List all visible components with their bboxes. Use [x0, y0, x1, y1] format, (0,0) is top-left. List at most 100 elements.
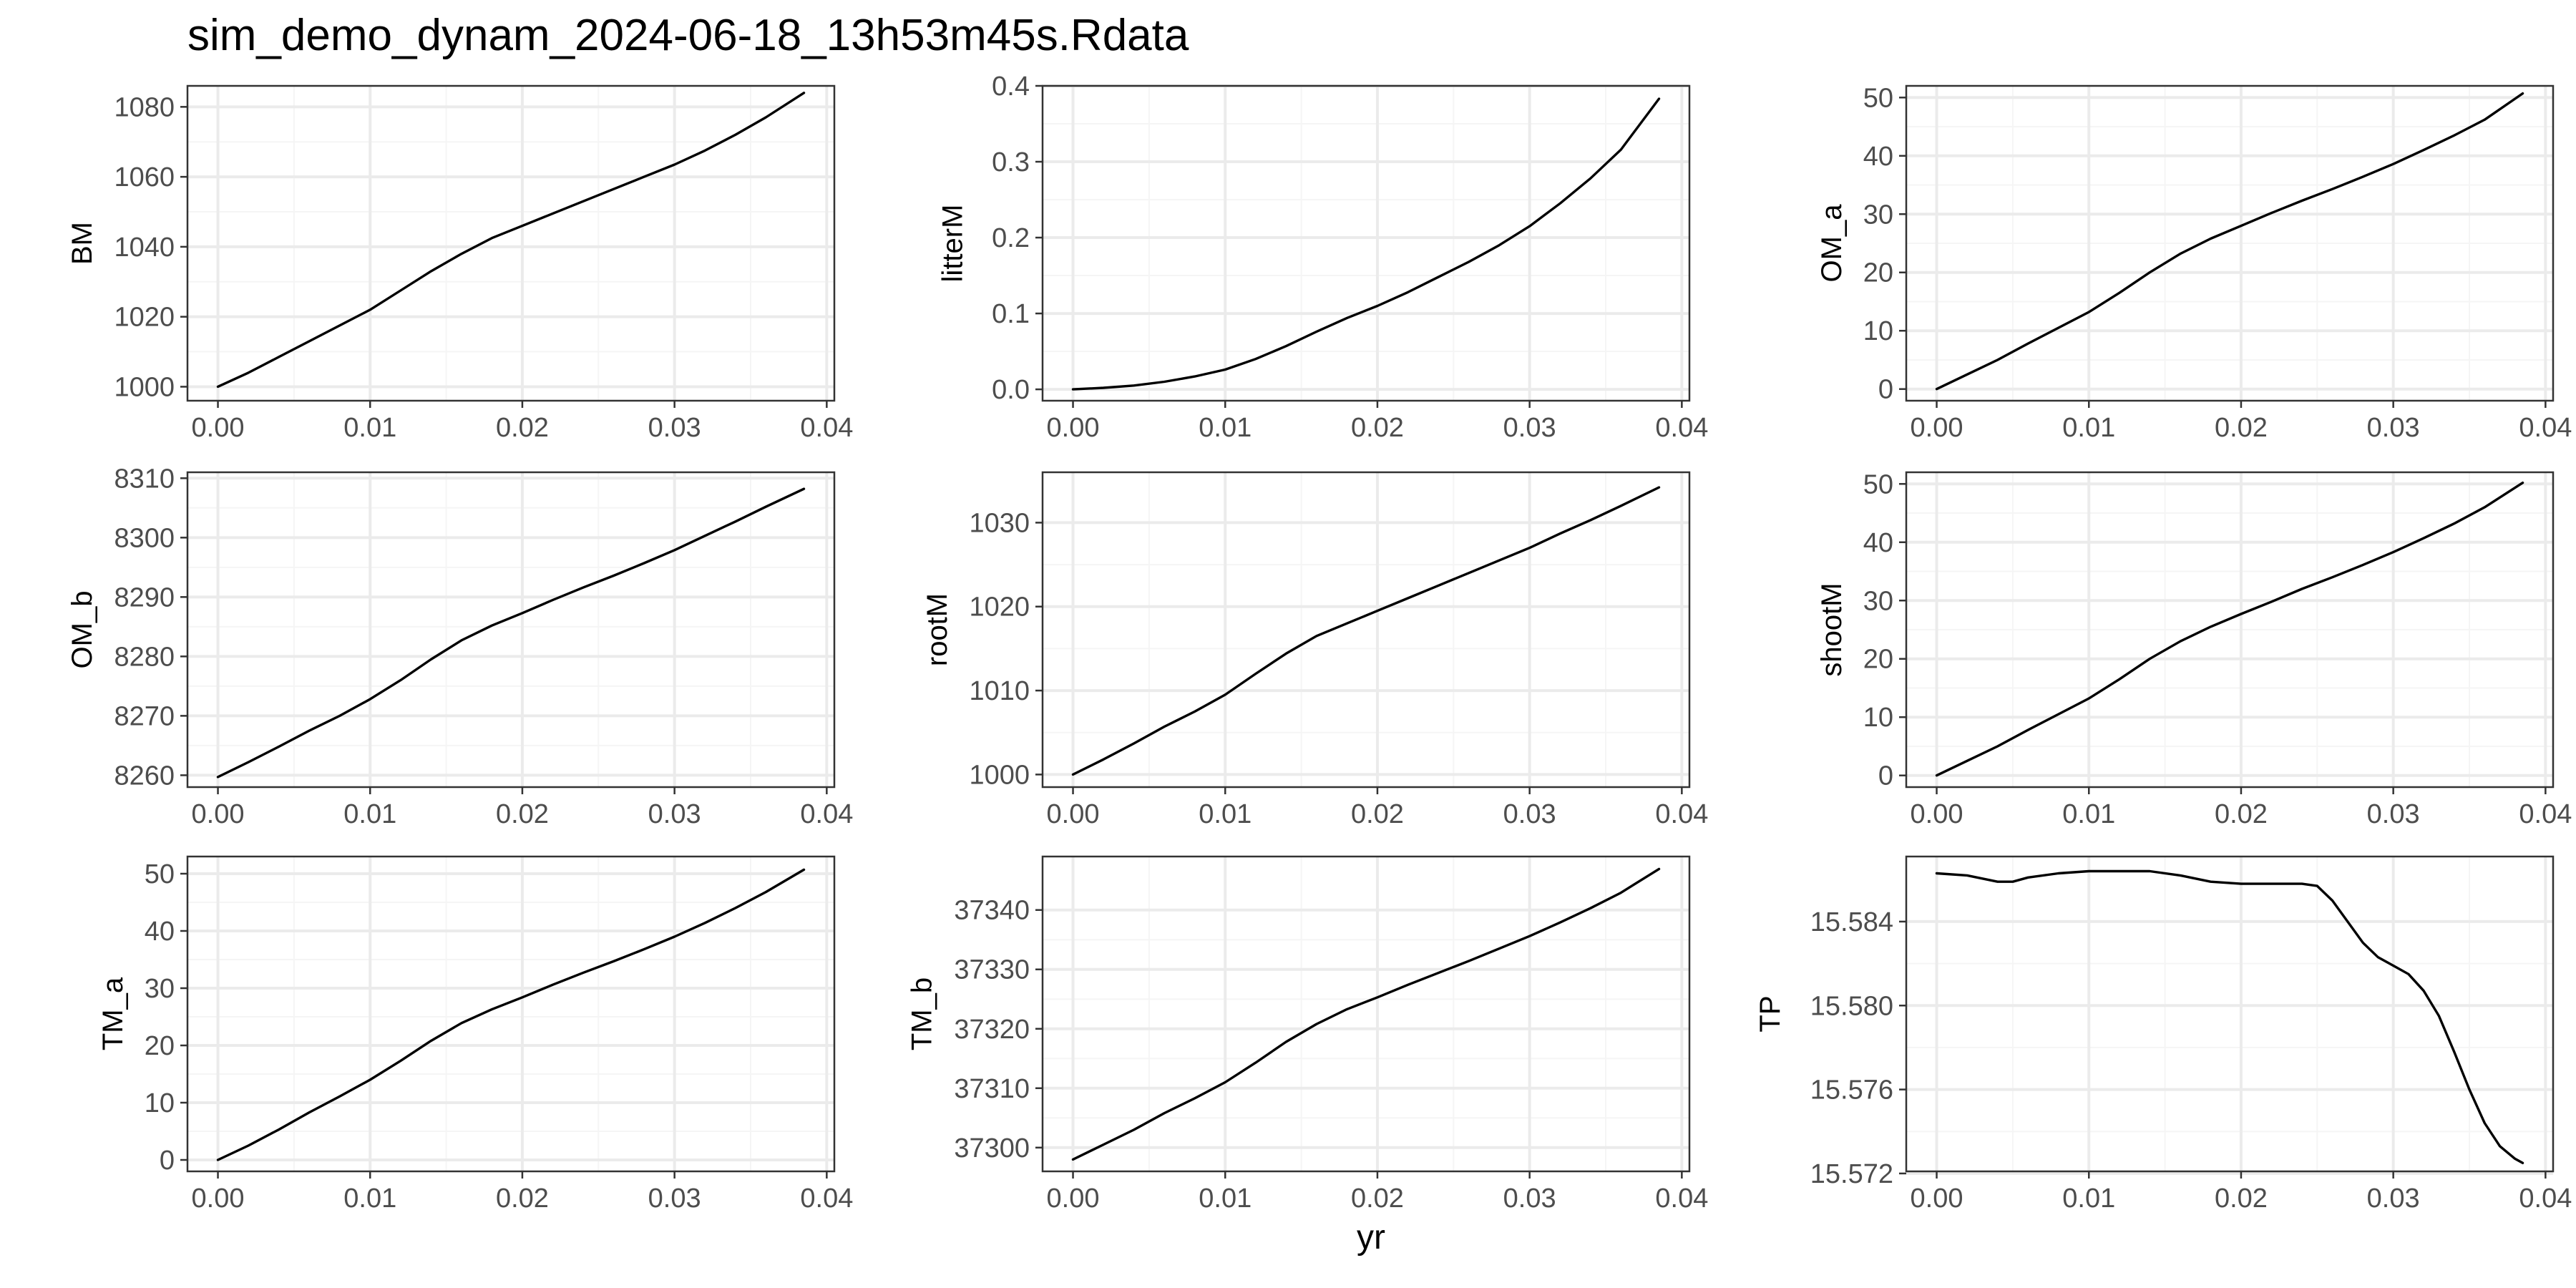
- y-axis-label: TP: [1755, 995, 1786, 1032]
- y-tick-label: 8290: [114, 582, 175, 613]
- y-tick-label: 20: [1863, 258, 1893, 288]
- x-tick-label: 0.04: [1655, 799, 1708, 829]
- facet-panel-BM: 0.00 0.01 0.02 0.03 0.04 1000 1020 1040 1060 1080…: [67, 84, 853, 443]
- y-tick-label: 0: [1878, 375, 1893, 405]
- x-tick-label: 0.01: [1199, 1184, 1252, 1214]
- y-tick-label: 20: [145, 1031, 175, 1061]
- x-tick-label: 0.02: [2215, 1184, 2268, 1214]
- x-tick-label: 0.01: [343, 413, 396, 443]
- x-tick-label: 0.03: [648, 413, 701, 443]
- y-axis-label: litterM: [937, 205, 969, 283]
- y-tick-label: 37340: [954, 896, 1030, 926]
- y-tick-label: 0: [160, 1146, 175, 1176]
- x-tick-label: 0.01: [1199, 413, 1252, 443]
- y-tick-label: 15.584: [1810, 907, 1893, 937]
- y-tick-label: 0.0: [992, 375, 1030, 405]
- panel-border: [186, 855, 836, 1173]
- y-tick-label: 0.1: [992, 299, 1030, 329]
- x-tick-label: 0.02: [496, 413, 549, 443]
- x-tick-label: 0.04: [2519, 799, 2572, 829]
- x-tick-label: 0.01: [343, 1184, 396, 1214]
- x-tick-label: 0.02: [1351, 799, 1404, 829]
- y-axis-label: OM_a: [1816, 204, 1848, 283]
- y-tick-label: 40: [1863, 142, 1893, 172]
- series-line-TM_b: [1071, 867, 1661, 1161]
- panel-border: [1905, 471, 2555, 789]
- y-tick-label: 30: [145, 974, 175, 1004]
- panel-border: [186, 471, 836, 789]
- y-tick-label: 15.572: [1810, 1159, 1893, 1189]
- y-tick-label: 40: [1863, 528, 1893, 558]
- y-tick-label: 1020: [969, 592, 1030, 623]
- y-tick-label: 20: [1863, 645, 1893, 675]
- x-tick-label: 0.00: [192, 799, 245, 829]
- x-tick-label: 0.03: [1503, 1184, 1556, 1214]
- y-tick-label: 30: [1863, 586, 1893, 616]
- facet-panel-shootM: 0.00 0.01 0.02 0.03 0.04 0 10 20 30 40 50 shootM: [1816, 469, 2572, 829]
- facet-panel-TP: 0.00 0.01 0.02 0.03 0.04 15.572 15.576 15.580 15…: [1755, 855, 2572, 1214]
- y-tick-label: 50: [1863, 469, 1893, 499]
- y-tick-label: 15.580: [1810, 991, 1893, 1021]
- panel-border: [1041, 855, 1691, 1173]
- series-line-TP: [1935, 869, 2524, 1165]
- x-tick-label: 0.04: [2519, 1184, 2572, 1214]
- y-tick-label: 37330: [954, 955, 1030, 985]
- panel-border: [1041, 84, 1691, 402]
- series-line-OM_a: [1935, 92, 2524, 391]
- panel-background: [1043, 857, 1689, 1171]
- x-tick-label: 0.01: [1199, 799, 1252, 829]
- y-tick-label: 8270: [114, 701, 175, 731]
- y-tick-label: 30: [1863, 200, 1893, 230]
- x-tick-label: 0.00: [1911, 799, 1963, 829]
- y-tick-label: 15.576: [1810, 1075, 1893, 1106]
- y-tick-label: 1060: [114, 162, 175, 192]
- y-tick-label: 37300: [954, 1133, 1030, 1163]
- series-line-rootM: [1071, 486, 1661, 776]
- panel-background: [187, 857, 834, 1171]
- y-axis-label: rootM: [922, 593, 953, 666]
- series-line-BM: [216, 92, 806, 389]
- page-title: sim_demo_dynam_2024-06-18_13h53m45s.Rdat…: [187, 11, 1189, 60]
- y-tick-label: 1040: [114, 233, 175, 263]
- x-tick-label: 0.01: [2062, 799, 2115, 829]
- panel-background: [1906, 857, 2553, 1171]
- y-tick-label: 1000: [114, 372, 175, 402]
- facet-panel-litterM: 0.00 0.01 0.02 0.03 0.04 0.0 0.1 0.2 0.3 0.4 litte…: [937, 72, 1709, 443]
- x-tick-label: 0.00: [1047, 413, 1100, 443]
- y-tick-label: 0.3: [992, 147, 1030, 177]
- x-tick-label: 0.01: [2062, 413, 2115, 443]
- x-tick-label: 0.01: [343, 799, 396, 829]
- x-tick-label: 0.03: [2367, 799, 2420, 829]
- y-tick-label: 1080: [114, 92, 175, 122]
- panel-border: [1905, 855, 2555, 1173]
- y-tick-label: 10: [145, 1088, 175, 1118]
- x-tick-label: 0.02: [496, 799, 549, 829]
- x-tick-label: 0.02: [496, 1184, 549, 1214]
- x-tick-label: 0.04: [800, 1184, 853, 1214]
- y-tick-label: 1030: [969, 508, 1030, 538]
- series-line-OM_b: [216, 487, 806, 779]
- y-tick-label: 1010: [969, 676, 1030, 706]
- panel-border: [1041, 471, 1691, 789]
- y-tick-label: 8310: [114, 464, 175, 494]
- x-tick-label: 0.03: [648, 799, 701, 829]
- facet-panel-TM_a: 0.00 0.01 0.02 0.03 0.04 0 10 20 30 40 50 TM_a: [97, 855, 853, 1214]
- y-tick-label: 1000: [969, 760, 1030, 790]
- facet-panel-TM_b: 0.00 0.01 0.02 0.03 0.04 37300 37310 37320 37330…: [907, 855, 1708, 1214]
- panel-border: [186, 84, 836, 402]
- y-axis-label: OM_b: [67, 591, 98, 669]
- y-tick-label: 10: [1863, 703, 1893, 733]
- y-tick-label: 37310: [954, 1074, 1030, 1104]
- y-tick-label: 50: [1863, 83, 1893, 113]
- y-tick-label: 0.2: [992, 223, 1030, 253]
- facet-panel-rootM: 0.00 0.01 0.02 0.03 0.04 1000 1010 1020 1030 root…: [922, 471, 1708, 829]
- x-tick-label: 0.04: [1655, 413, 1708, 443]
- x-tick-label: 0.02: [2215, 413, 2268, 443]
- x-tick-label: 0.03: [648, 1184, 701, 1214]
- y-tick-label: 40: [145, 917, 175, 947]
- series-line-shootM: [1935, 482, 2524, 777]
- y-axis-label: BM: [67, 222, 98, 265]
- x-tick-label: 0.03: [2367, 1184, 2420, 1214]
- x-tick-label: 0.04: [2519, 413, 2572, 443]
